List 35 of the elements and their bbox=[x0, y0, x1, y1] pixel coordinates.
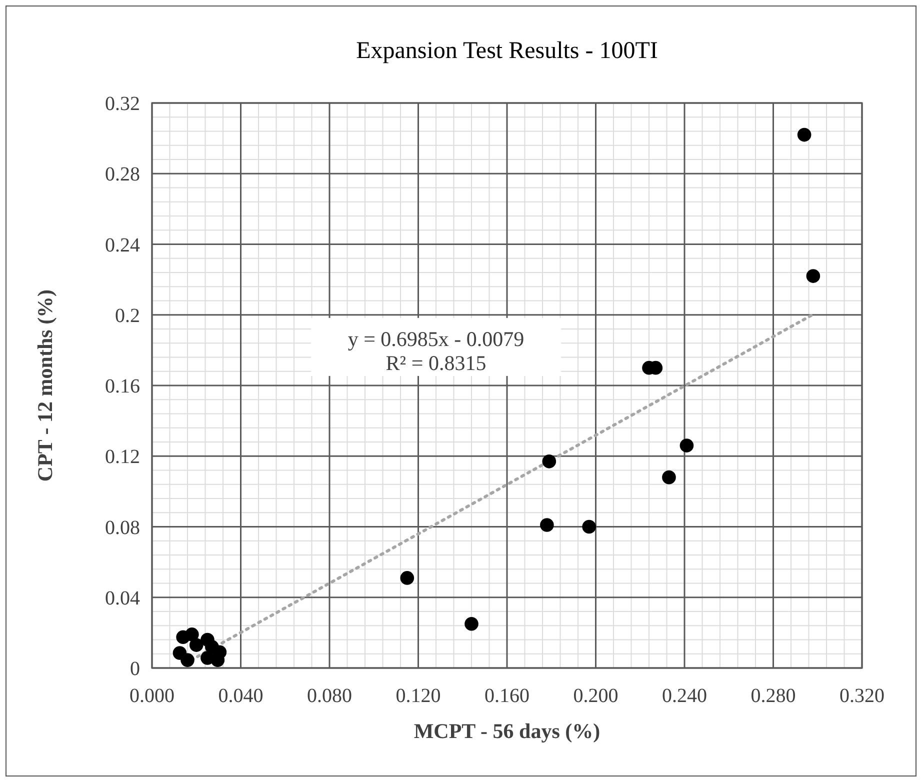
point bbox=[582, 520, 596, 534]
y-tick-label: 0.16 bbox=[105, 376, 140, 398]
x-tick-label: 0.240 bbox=[662, 685, 707, 707]
point bbox=[464, 616, 478, 631]
point bbox=[806, 269, 820, 283]
x-tick-label: 0.320 bbox=[840, 685, 884, 707]
y-tick-label: 0.24 bbox=[105, 234, 140, 256]
x-tick-label: 0.200 bbox=[573, 685, 618, 707]
x-tick-label: 0.080 bbox=[307, 685, 352, 707]
point bbox=[797, 128, 812, 142]
x-tick-label: 0.000 bbox=[130, 685, 174, 707]
x-tick-label: 0.280 bbox=[750, 685, 796, 707]
y-tick-label: 0.04 bbox=[105, 587, 140, 610]
x-tick-label: 0.040 bbox=[218, 685, 264, 707]
x-axis-title: MCPT - 56 days (%) bbox=[414, 719, 600, 743]
y-tick-label: 0.2 bbox=[115, 304, 140, 327]
x-tick-label: 0.160 bbox=[484, 685, 530, 707]
point bbox=[540, 518, 554, 532]
annotation: R² = 0.8315 bbox=[386, 350, 486, 375]
y-tick-label: 0 bbox=[130, 658, 140, 680]
point bbox=[542, 454, 556, 468]
point bbox=[189, 638, 204, 652]
y-tick-label: 0.28 bbox=[105, 164, 140, 186]
annotation: y = 0.6985x - 0.0079 bbox=[348, 326, 524, 351]
y-tick-label: 0.12 bbox=[105, 446, 140, 468]
y-tick-label: 0.08 bbox=[105, 516, 140, 539]
point bbox=[180, 653, 194, 667]
point bbox=[680, 438, 694, 452]
chart-title: Expansion Test Results - 100TI bbox=[356, 38, 658, 64]
point bbox=[185, 628, 199, 642]
point bbox=[400, 571, 414, 585]
y-axis-title: CPT - 12 months (%) bbox=[33, 289, 57, 482]
y-tick-label: 0.32 bbox=[105, 93, 140, 115]
point bbox=[662, 470, 676, 484]
x-tick-label: 0.120 bbox=[396, 685, 441, 707]
